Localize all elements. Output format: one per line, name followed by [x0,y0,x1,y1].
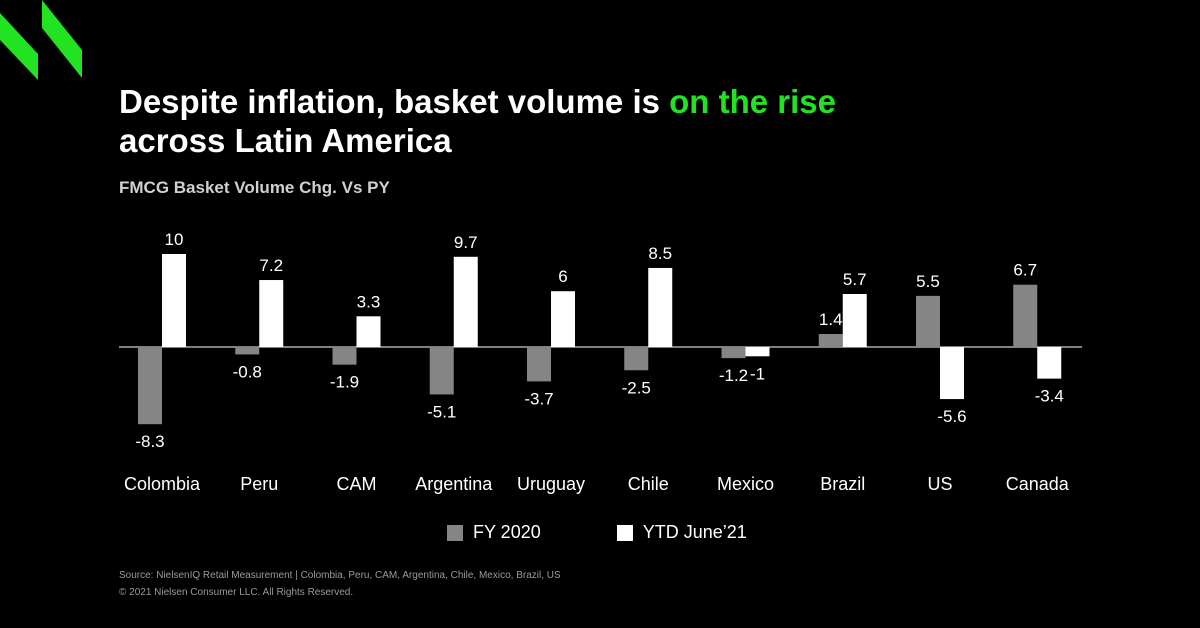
category-label-us: US [927,474,952,494]
category-label-argentina: Argentina [415,474,493,494]
bar-ytd-brazil [842,293,867,347]
legend-swatch-fy2020 [447,524,463,541]
data-label-ytd-us: -5.6 [937,407,966,426]
bar-ytd-cam [356,316,381,347]
legend-item-fy2020: FY 2020 [447,522,541,543]
bar-fy2020-mexico [721,347,746,359]
data-label-ytd-chile: 8.5 [648,244,672,263]
bar-fy2020-chile [624,347,649,371]
data-label-ytd-colombia: 10 [165,230,184,249]
bar-fy2020-peru [235,347,260,355]
legend-swatch-ytd [616,524,633,541]
data-label-fy2020-brazil: 1.4 [819,310,843,329]
data-label-ytd-canada: -3.4 [1035,387,1064,406]
legend-label-ytd: YTD June’21 [642,522,747,542]
data-label-fy2020-argentina: -5.1 [427,402,456,421]
data-label-fy2020-us: 5.5 [916,272,940,291]
category-label-mexico: Mexico [717,474,774,494]
data-label-fy2020-canada: 6.7 [1013,261,1037,280]
data-label-fy2020-uruguay: -3.7 [524,389,553,408]
bar-fy2020-brazil [818,333,843,347]
data-label-ytd-cam: 3.3 [357,292,381,311]
bar-ytd-argentina [453,256,478,347]
source-note: Source: NielsenIQ Retail Measurement | C… [119,567,561,601]
category-label-chile: Chile [628,474,669,494]
bar-fy2020-argentina [429,347,454,395]
category-label-cam: CAM [337,474,377,494]
data-label-fy2020-chile: -2.5 [622,378,651,397]
legend-label-fy2020: FY 2020 [473,522,541,542]
bar-fy2020-canada [1013,284,1038,347]
chart-legend: FY 2020 YTD June’21 [447,522,747,543]
data-label-ytd-brazil: 5.7 [843,270,867,289]
bar-fy2020-uruguay [527,347,551,382]
data-label-ytd-peru: 7.2 [259,256,283,275]
bar-ytd-uruguay [551,291,575,347]
category-label-uruguay: Uruguay [517,474,585,494]
data-label-ytd-uruguay: 6 [558,267,567,286]
data-label-fy2020-colombia: -8.3 [135,432,164,451]
data-label-ytd-argentina: 9.7 [454,233,478,252]
data-label-fy2020-peru: -0.8 [233,362,262,381]
category-label-canada: Canada [1006,474,1070,494]
category-label-brazil: Brazil [820,474,865,494]
source-line: Source: NielsenIQ Retail Measurement | C… [119,570,561,581]
title-part1: Despite inflation, basket volume is [119,83,670,120]
bar-fy2020-colombia [138,347,162,425]
bar-fy2020-us [916,295,940,347]
data-label-fy2020-cam: -1.9 [330,373,359,392]
category-label-peru: Peru [240,474,278,494]
bar-ytd-colombia [162,254,186,347]
title-part2: across Latin America [119,122,452,159]
title-highlight: on the rise [669,83,837,120]
category-label-colombia: Colombia [124,474,201,494]
brand-logo-icon [0,0,82,80]
bar-ytd-canada [1037,347,1062,379]
chart-subtitle: FMCG Basket Volume Chg. Vs PY [119,178,390,197]
bar-ytd-us [940,347,964,400]
bar-ytd-peru [259,280,284,347]
bar-ytd-mexico [745,347,770,357]
bar-fy2020-cam [332,347,357,365]
data-label-ytd-mexico: -1 [750,364,765,383]
copyright-line: © 2021 Nielsen Consumer LLC. All Rights … [119,587,354,598]
data-label-fy2020-mexico: -1.2 [719,366,748,385]
page-title: Despite inflation, basket volume is on t… [119,82,1119,160]
legend-item-ytd: YTD June’21 [616,522,747,543]
bar-ytd-chile [648,267,673,347]
